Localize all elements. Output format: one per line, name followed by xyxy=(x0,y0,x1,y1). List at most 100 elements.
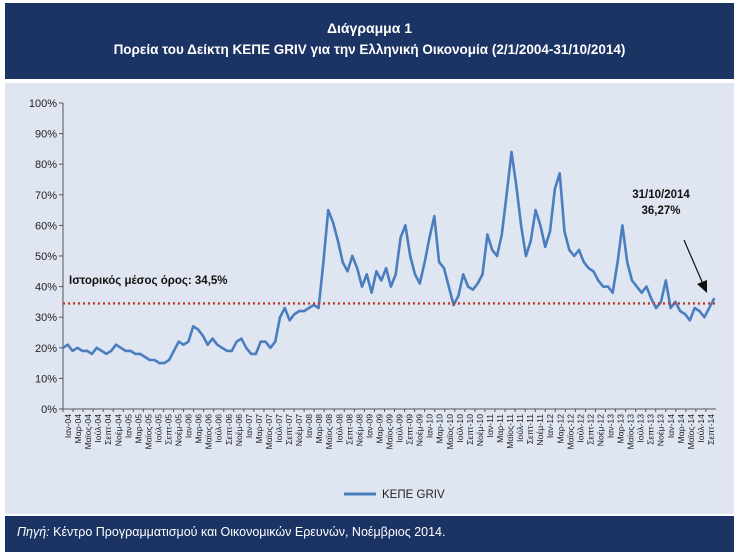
x-tick-label: Νοέμ-13 xyxy=(656,414,666,446)
data-point xyxy=(476,282,479,285)
data-point xyxy=(486,233,489,236)
data-point xyxy=(71,349,74,353)
x-tick-label: Σεπτ-07 xyxy=(284,414,294,445)
data-point xyxy=(380,279,383,282)
x-tick-label: Σεπτ-13 xyxy=(646,414,656,445)
source-label: Πηγή: xyxy=(17,525,50,539)
x-tick-label: Ιαν-07 xyxy=(244,414,254,438)
data-point xyxy=(124,349,127,353)
y-tick-label: 80% xyxy=(35,159,57,171)
data-point xyxy=(505,193,508,196)
data-point xyxy=(572,254,576,258)
x-tick-label: Μαρ-04 xyxy=(73,414,83,444)
data-point xyxy=(707,306,711,310)
x-tick-label: Ιούλ-07 xyxy=(274,414,284,443)
x-tick-label: Μαϊος-09 xyxy=(385,414,395,450)
data-point xyxy=(582,260,585,264)
data-point xyxy=(626,260,629,264)
data-point xyxy=(341,260,344,264)
annotation-arrowhead xyxy=(697,280,707,293)
x-tick-label: Μαϊος-08 xyxy=(324,414,334,450)
data-point xyxy=(645,285,648,288)
data-point xyxy=(544,245,547,249)
data-point xyxy=(389,285,393,288)
chart-panel xyxy=(5,83,734,514)
data-point xyxy=(481,273,484,276)
data-point xyxy=(264,340,267,343)
data-point xyxy=(529,239,532,242)
data-point xyxy=(688,319,692,322)
x-tick-label: Μαρ-05 xyxy=(133,414,143,444)
data-point xyxy=(129,349,132,353)
y-tick-label: 70% xyxy=(35,190,57,202)
data-point xyxy=(539,224,542,227)
y-tick-label: 90% xyxy=(35,129,57,141)
y-tick-label: 10% xyxy=(35,373,57,385)
data-point xyxy=(119,346,123,349)
legend-label: ΚΕΠΕ GRIV xyxy=(382,489,445,501)
x-tick-label: Νοέμ-05 xyxy=(174,414,184,446)
data-point xyxy=(384,267,388,270)
data-point xyxy=(245,346,248,349)
data-point xyxy=(163,361,166,365)
x-tick-label: Μαϊος-13 xyxy=(626,414,636,450)
x-tick-label: Ιαν-11 xyxy=(485,414,495,438)
data-point xyxy=(114,343,118,346)
annotation-value: 36,27% xyxy=(641,205,680,217)
x-tick-label: Μαρ-07 xyxy=(254,414,264,444)
data-point xyxy=(621,224,624,227)
data-point xyxy=(216,343,219,346)
data-point xyxy=(428,236,431,239)
data-point xyxy=(283,306,287,310)
data-point xyxy=(143,355,147,359)
data-point xyxy=(90,352,94,356)
x-tick-label: Ιούλ-11 xyxy=(515,414,525,442)
data-point xyxy=(515,184,518,187)
data-point xyxy=(278,316,282,319)
x-tick-label: Σεπτ-04 xyxy=(103,414,113,445)
data-point xyxy=(510,150,513,154)
y-tick-label: 100% xyxy=(29,98,57,110)
series-line xyxy=(62,150,716,365)
data-point xyxy=(597,279,600,282)
x-tick-label: Σεπτ-06 xyxy=(224,414,234,445)
x-tick-label: Ιαν-14 xyxy=(666,414,676,438)
data-point xyxy=(322,260,325,264)
data-point xyxy=(365,273,368,276)
data-point xyxy=(206,343,209,346)
x-tick-label: Νοέμ-06 xyxy=(234,414,244,446)
x-tick-label: Μαρ-10 xyxy=(435,414,445,444)
data-point xyxy=(298,309,301,313)
data-point xyxy=(399,236,402,239)
data-point xyxy=(105,352,108,356)
data-point xyxy=(158,361,161,365)
data-point xyxy=(616,260,619,264)
data-point xyxy=(259,340,262,343)
data-point xyxy=(336,239,340,242)
data-point xyxy=(630,279,634,282)
data-point xyxy=(563,230,566,233)
x-tick-label: Σεπτ-12 xyxy=(585,414,595,445)
data-point xyxy=(235,340,238,343)
data-point xyxy=(331,221,335,224)
y-axis: 0% 10% 20% 30% 40% 50% 60% 70% 80% 90% 100% xyxy=(29,98,64,416)
data-point xyxy=(548,230,552,233)
x-tick-label: Ιούλ-09 xyxy=(395,414,405,443)
x-tick-label: Ιαν-06 xyxy=(184,414,194,438)
data-point xyxy=(490,248,494,252)
data-point xyxy=(360,285,364,288)
x-tick-label: Ιούλ-08 xyxy=(334,414,344,443)
x-tick-label: Νοέμ-11 xyxy=(535,414,545,446)
x-tick-label: Ιούλ-06 xyxy=(214,414,224,443)
x-tick-label: Σεπτ-14 xyxy=(706,414,716,445)
x-tick-label: Ιούλ-05 xyxy=(153,414,163,443)
source-text: Κέντρο Προγραμματισμού και Οικονομικών Ε… xyxy=(49,525,446,539)
data-point xyxy=(466,285,470,288)
chart-footer: Πηγή: Κέντρο Προγραμματισμού και Οικονομ… xyxy=(5,516,734,552)
x-axis: Ιαν-04 Μαρ-04 Μαϊος-04 Ιούλ-04 Σεπτ-04 Νοέμ-0… xyxy=(62,408,716,450)
data-point xyxy=(601,285,605,288)
data-point xyxy=(172,349,176,353)
data-point xyxy=(327,208,330,212)
chart-title: Διάγραμμα 1 xyxy=(326,20,413,36)
annotation-date: 31/10/2014 xyxy=(632,189,690,201)
